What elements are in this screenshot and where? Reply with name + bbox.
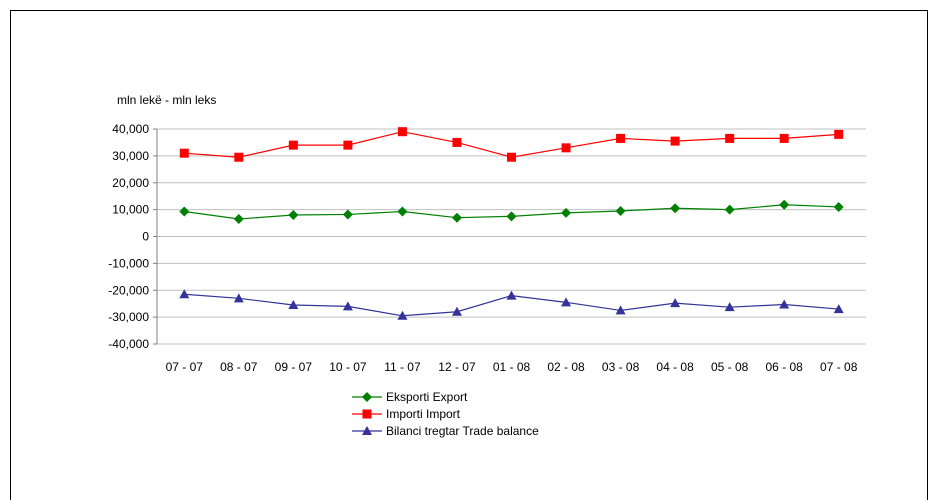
y-tick-label: 30,000	[112, 149, 149, 163]
x-tick-label: 03 - 08	[602, 360, 640, 374]
data-point	[779, 133, 789, 143]
legend-item: Eksporti Export	[352, 390, 468, 404]
data-point	[615, 305, 626, 315]
x-tick-label: 10 - 07	[329, 360, 367, 374]
x-axis: 07 - 07 08 - 07 09 - 07 10 - 07 11 - 07 12 - …	[166, 360, 858, 374]
data-point	[833, 201, 844, 212]
series-group	[179, 127, 844, 320]
data-point	[233, 293, 244, 303]
legend-item: Bilanci tregtar Trade balance	[352, 424, 539, 438]
x-tick-label: 07 - 08	[820, 360, 858, 374]
data-point	[561, 207, 572, 218]
y-tick-label: -40,000	[108, 337, 149, 351]
y-tick-label: 40,000	[112, 122, 149, 136]
series-2	[179, 127, 844, 162]
y-axis: 40,000 30,000 20,000 10,000 0 -10,000 -20,000 -…	[108, 122, 158, 351]
data-point	[288, 140, 298, 150]
x-tick-label: 09 - 07	[275, 360, 313, 374]
data-point	[451, 212, 462, 223]
data-point	[288, 210, 299, 220]
x-tick-label: 11 - 07	[384, 360, 421, 374]
x-tick-label: 05 - 08	[711, 360, 749, 374]
data-point	[288, 300, 299, 310]
x-tick-label: 08 - 07	[220, 360, 258, 374]
x-tick-label: 12 - 07	[438, 360, 476, 374]
y-tick-label: -10,000	[108, 256, 149, 270]
x-tick-label: 06 - 08	[766, 360, 804, 374]
data-point	[179, 148, 189, 158]
data-point	[616, 133, 626, 143]
data-point	[397, 206, 408, 217]
chart-frame	[10, 10, 928, 500]
unit-label: mln lekë - mln leks	[117, 93, 216, 107]
data-point	[506, 290, 517, 300]
legend-label: Bilanci tregtar Trade balance	[386, 424, 539, 438]
y-tick-label: 10,000	[112, 203, 149, 217]
data-point	[233, 214, 244, 225]
data-point	[451, 306, 462, 316]
x-tick-label: 01 - 08	[493, 360, 531, 374]
data-point	[779, 199, 790, 210]
data-point	[779, 299, 790, 309]
grid-lines	[157, 128, 866, 345]
data-point	[507, 152, 516, 162]
y-tick-label: -30,000	[108, 310, 149, 324]
data-point	[397, 127, 407, 137]
legend: Eksporti Export Importi Import Bilanci tre…	[352, 390, 539, 438]
y-tick-label: 20,000	[112, 176, 149, 190]
x-tick-label: 02 - 08	[547, 360, 585, 374]
x-tick-label: 04 - 08	[656, 360, 694, 374]
data-point	[670, 203, 681, 214]
data-point	[670, 298, 681, 308]
data-point	[452, 137, 462, 147]
data-point	[342, 301, 353, 311]
series-1	[179, 199, 844, 225]
y-tick-label: 0	[142, 230, 149, 244]
data-point	[342, 209, 353, 220]
data-point	[724, 204, 735, 215]
data-point	[179, 206, 190, 217]
data-point	[615, 205, 626, 216]
legend-marker	[362, 392, 372, 402]
data-point	[834, 129, 844, 139]
data-point	[179, 289, 190, 299]
legend-marker	[362, 409, 372, 419]
data-point	[670, 136, 680, 146]
data-point	[234, 152, 244, 162]
data-point	[833, 304, 844, 314]
data-point	[725, 133, 735, 143]
series-3	[179, 289, 844, 320]
data-point	[561, 297, 572, 307]
data-point	[561, 143, 571, 153]
data-point	[506, 211, 517, 222]
legend-label: Importi Import	[386, 407, 461, 421]
data-point	[343, 140, 353, 150]
x-tick-label: 07 - 07	[166, 360, 204, 374]
legend-item: Importi Import	[352, 407, 461, 421]
data-point	[397, 310, 408, 320]
legend-label: Eksporti Export	[386, 390, 468, 404]
data-point	[724, 302, 735, 312]
y-tick-label: -20,000	[108, 283, 149, 297]
legend-marker	[362, 426, 372, 435]
